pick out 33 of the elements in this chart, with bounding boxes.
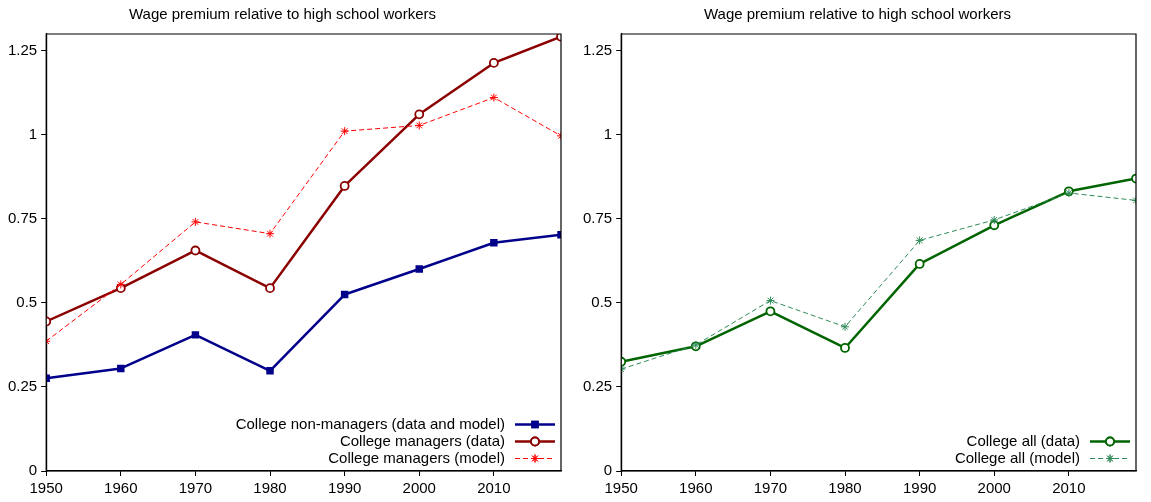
y-tick-label: 1.25 bbox=[7, 40, 38, 58]
chart-title: Wage premium relative to high school workers bbox=[128, 5, 437, 23]
x-tick-label: 1970 bbox=[753, 479, 788, 497]
legend-label: College non-managers (data and model) bbox=[235, 414, 505, 432]
y-tick-label: 1 bbox=[28, 124, 38, 142]
y-tick-label: 1 bbox=[603, 124, 613, 142]
legend-label: College all (data) bbox=[966, 431, 1080, 449]
x-tick-label: 1990 bbox=[327, 479, 362, 497]
x-tick-label: 1950 bbox=[604, 479, 638, 497]
y-tick-label: 0.25 bbox=[7, 377, 38, 395]
y-tick-label: 0.75 bbox=[7, 209, 38, 227]
legend-label: College all (model) bbox=[954, 448, 1080, 466]
x-tick-label: 1960 bbox=[679, 479, 713, 497]
y-tick-label: 0.5 bbox=[591, 293, 613, 311]
y-tick-label: 0 bbox=[603, 461, 613, 479]
y-tick-label: 0 bbox=[28, 461, 38, 479]
legend-label: College managers (model) bbox=[328, 448, 505, 466]
y-tick-label: 1.25 bbox=[582, 40, 613, 58]
y-tick-label: 0.75 bbox=[582, 209, 613, 227]
x-tick-label: 1950 bbox=[29, 479, 63, 497]
x-tick-label: 2010 bbox=[1052, 479, 1086, 497]
x-tick-label: 1990 bbox=[902, 479, 937, 497]
x-tick-label: 1970 bbox=[178, 479, 213, 497]
chart-title: Wage premium relative to high school workers bbox=[703, 5, 1012, 23]
x-tick-label: 2000 bbox=[402, 479, 436, 497]
x-tick-label: 1980 bbox=[828, 479, 862, 497]
x-tick-label: 1960 bbox=[104, 479, 138, 497]
x-tick-label: 1980 bbox=[253, 479, 287, 497]
x-tick-label: 2000 bbox=[977, 479, 1011, 497]
legend-label: College managers (data) bbox=[339, 431, 505, 449]
y-tick-label: 0.25 bbox=[582, 377, 613, 395]
x-tick-label: 2010 bbox=[477, 479, 511, 497]
y-tick-label: 0.5 bbox=[16, 293, 38, 311]
